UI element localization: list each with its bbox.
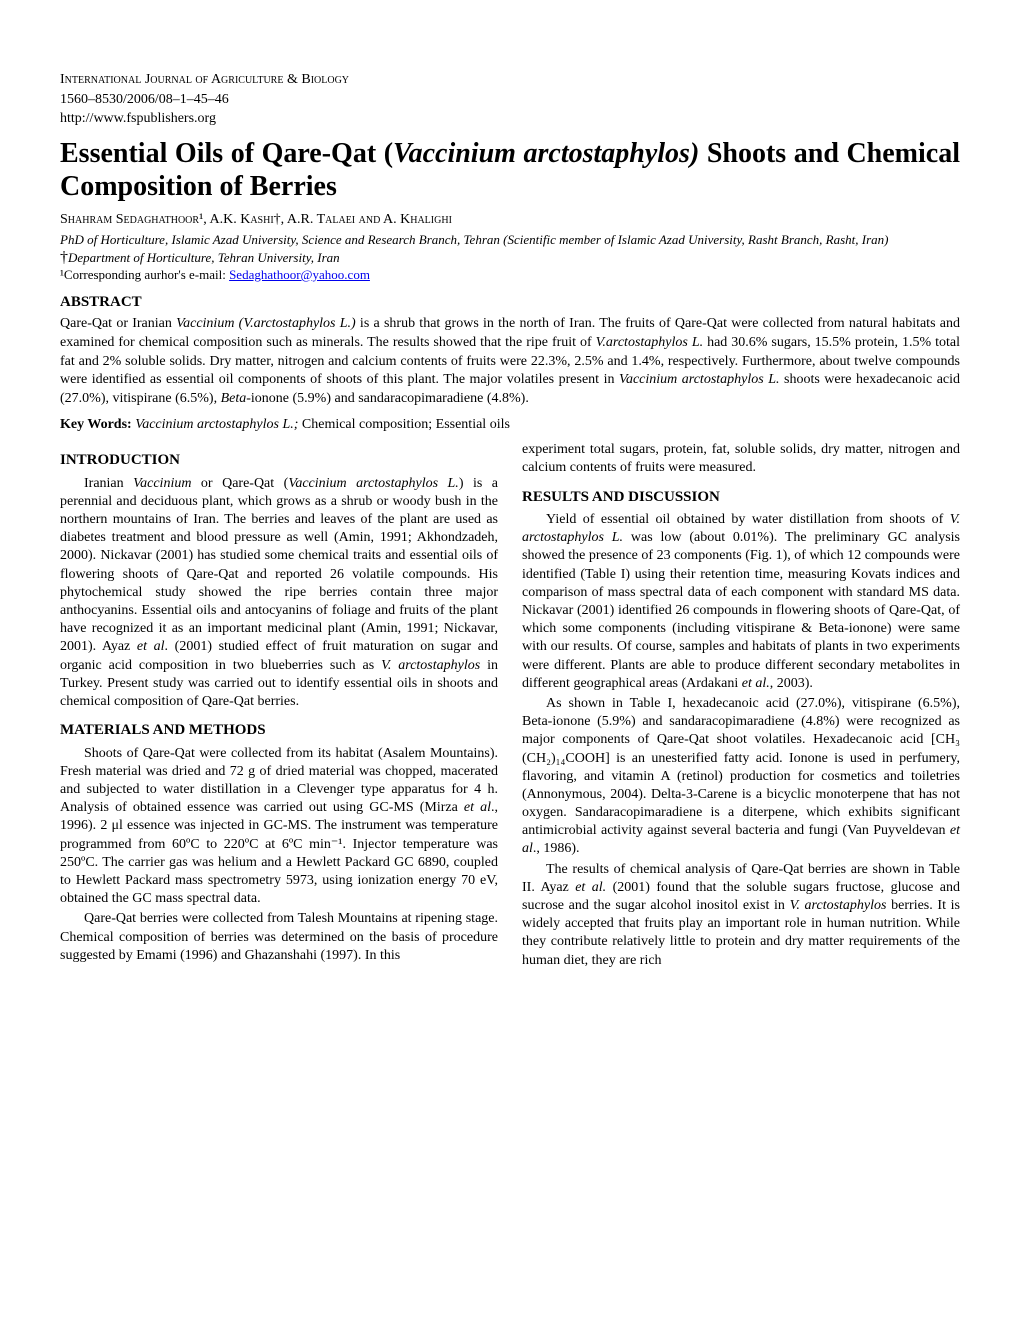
text-italic: et al	[137, 639, 165, 654]
text-italic: et al	[464, 800, 491, 815]
text-span: was low (about 0.01%). The preliminary G…	[522, 530, 960, 691]
text-span: ., 1996). 2 μl essence was injected in G…	[60, 800, 498, 906]
corresponding-prefix: ¹Corresponding aurhor's e-mail:	[60, 267, 229, 282]
text-span: , 2003).	[770, 676, 813, 691]
email-link[interactable]: Sedaghathoor@yahoo.com	[229, 267, 370, 282]
abstract-italic: Vaccinium (V.arctostaphylos L.)	[176, 316, 356, 331]
abstract-italic: Vaccinium arctostaphylos L.	[619, 372, 780, 387]
methods-paragraph-2: Qare-Qat berries were collected from Tal…	[60, 910, 498, 965]
affiliation-1: PhD of Horticulture, Islamic Azad Univer…	[60, 232, 960, 249]
abstract-italic: Beta	[221, 391, 247, 406]
keywords-line: Key Words: Vaccinium arctostaphylos L.; …	[60, 417, 960, 433]
article-title: Essential Oils of Qare-Qat (Vaccinium ar…	[60, 137, 960, 204]
right-column: experiment total sugars, protein, fat, s…	[522, 441, 960, 972]
text-italic: V. arctostaphylos	[381, 658, 480, 673]
keywords-rest: Chemical composition; Essential oils	[298, 417, 510, 432]
text-span: Shoots of Qare-Qat were collected from i…	[60, 746, 498, 816]
keywords-label: Key Words:	[60, 417, 135, 432]
title-prefix: Essential Oils of Qare-Qat (	[60, 138, 393, 169]
issn-line: 1560–8530/2006/08–1–45–46	[60, 90, 960, 110]
journal-name: International Journal of Agriculture & B…	[60, 70, 960, 90]
text-span: As shown in Table I, hexadecanoic acid (…	[522, 696, 960, 838]
corresponding-line: ¹Corresponding aurhor's e-mail: Sedaghat…	[60, 267, 960, 284]
intro-paragraph: Iranian Vaccinium or Qare-Qat (Vaccinium…	[60, 475, 498, 711]
text-span: or Qare-Qat (	[191, 476, 288, 491]
col2-top-paragraph: experiment total sugars, protein, fat, s…	[522, 441, 960, 477]
text-span: Yield of essential oil obtained by water…	[546, 512, 950, 527]
authors: Shahram Sedaghathoor¹, A.K. Kashi†, A.R.…	[60, 212, 960, 228]
methods-paragraph-1: Shoots of Qare-Qat were collected from i…	[60, 745, 498, 909]
introduction-heading: INTRODUCTION	[60, 451, 498, 471]
abstract-span: Qare-Qat or Iranian	[60, 316, 176, 331]
affiliation-2: Department of Horticulture, Tehran Unive…	[68, 250, 340, 265]
text-italic: et al.	[575, 880, 606, 895]
abstract-heading: ABSTRACT	[60, 294, 960, 311]
affiliation-2-line: †Department of Horticulture, Tehran Univ…	[60, 249, 960, 267]
results-paragraph-1: Yield of essential oil obtained by water…	[522, 511, 960, 693]
text-italic: Vaccinium	[133, 476, 191, 491]
two-column-body: INTRODUCTION Iranian Vaccinium or Qare-Q…	[60, 441, 960, 972]
text-span: Iranian	[84, 476, 133, 491]
results-paragraph-3: The results of chemical analysis of Qare…	[522, 861, 960, 970]
dagger: †	[60, 249, 68, 266]
journal-header: International Journal of Agriculture & B…	[60, 70, 960, 129]
left-column: INTRODUCTION Iranian Vaccinium or Qare-Q…	[60, 441, 498, 972]
text-span: ) is a perennial and deciduous plant, wh…	[60, 476, 498, 655]
abstract-text: Qare-Qat or Iranian Vaccinium (V.arctost…	[60, 315, 960, 409]
abstract-italic: V.arctostaphylos L.	[596, 335, 703, 350]
results-heading: RESULTS AND DISCUSSION	[522, 488, 960, 508]
text-span: ., 1986).	[533, 841, 580, 856]
methods-heading: MATERIALS AND METHODS	[60, 721, 498, 741]
text-italic: et al.	[742, 676, 770, 691]
text-italic: Vaccinium arctostaphylos L.	[288, 476, 459, 491]
results-paragraph-2: As shown in Table I, hexadecanoic acid (…	[522, 695, 960, 859]
title-italic: Vaccinium arctostaphylos)	[393, 138, 699, 169]
abstract-span: -ionone (5.9%) and sandaracopimaradiene …	[246, 391, 529, 406]
keywords-italic: Vaccinium arctostaphylos L.;	[135, 417, 298, 432]
journal-url: http://www.fspublishers.org	[60, 109, 960, 129]
text-italic: V. arctostaphylos	[790, 898, 887, 913]
